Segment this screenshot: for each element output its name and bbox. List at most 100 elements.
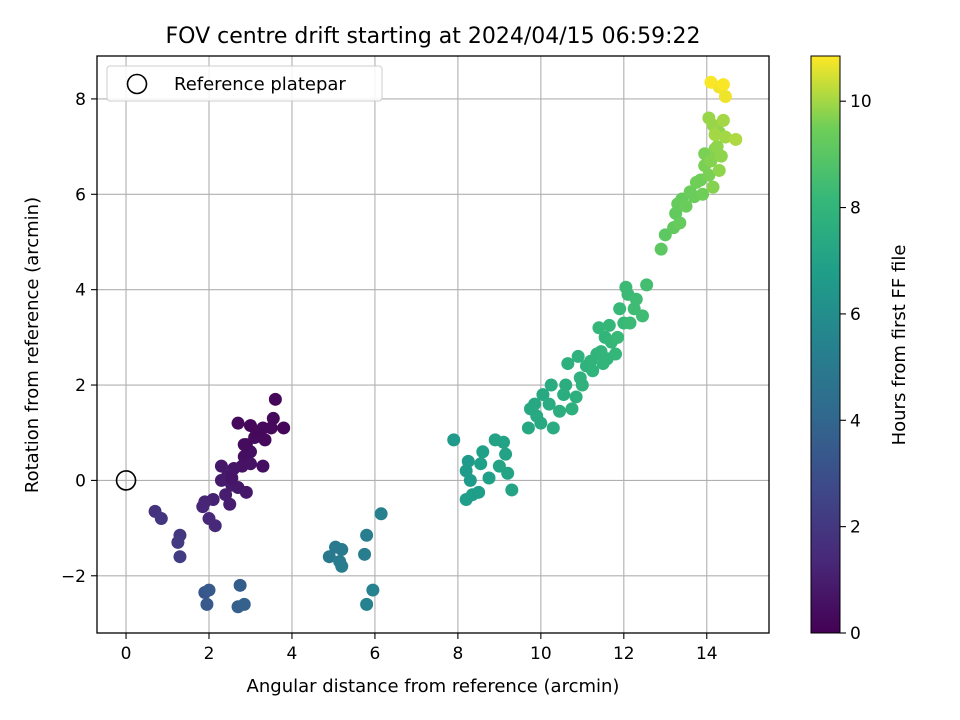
- data-point-49: [358, 547, 372, 561]
- data-point-53: [447, 433, 461, 447]
- data-point-2: [268, 392, 282, 406]
- data-point-13: [256, 459, 270, 473]
- data-point-135: [718, 130, 732, 144]
- data-point-98: [613, 302, 627, 316]
- data-point-56: [463, 473, 477, 487]
- data-point-20: [239, 485, 253, 499]
- data-point-51: [366, 583, 380, 597]
- colorbar-tick-label-2: 4: [850, 411, 861, 431]
- data-point-64: [497, 435, 511, 449]
- data-point-102: [623, 316, 637, 330]
- y-axis-label: Rotation from reference (arcmin): [22, 197, 43, 493]
- data-point-139: [704, 75, 718, 89]
- x-tick-label-0: 0: [121, 644, 132, 664]
- data-point-47: [335, 559, 349, 573]
- data-point-75: [544, 378, 558, 392]
- colorbar-tick-label-1: 2: [850, 518, 861, 538]
- data-point-136: [729, 132, 743, 146]
- data-point-83: [569, 390, 583, 404]
- data-point-124: [702, 168, 716, 182]
- data-point-60: [474, 457, 488, 471]
- data-point-61: [476, 445, 490, 459]
- colorbar-tick-label-5: 10: [850, 92, 872, 112]
- data-point-48: [360, 528, 374, 542]
- x-tick-label-4: 8: [452, 644, 463, 664]
- y-tick-label-5: 8: [75, 90, 86, 110]
- data-point-65: [499, 447, 513, 461]
- x-tick-label-3: 6: [370, 644, 381, 664]
- data-point-126: [706, 180, 720, 194]
- data-point-121: [696, 187, 710, 201]
- legend-box: [106, 65, 383, 102]
- data-point-43: [322, 550, 336, 564]
- data-point-30: [258, 433, 272, 447]
- grid-lines: [97, 56, 769, 633]
- data-point-31: [225, 471, 239, 485]
- legend-marker-open-circle: [126, 73, 148, 95]
- y-axis-ticks: −2 0 2 4 6 8: [61, 90, 97, 587]
- colorbar-ticks: 0 2 4 6 8 10: [840, 92, 872, 644]
- y-tick-label-2: 2: [75, 376, 86, 396]
- data-point-52: [360, 597, 374, 611]
- colorbar-label: Hours from first FF file: [889, 245, 910, 446]
- data-point-114: [673, 216, 687, 230]
- data-point-125: [704, 154, 718, 168]
- y-tick-label-3: 4: [75, 281, 86, 301]
- data-point-78: [553, 404, 567, 418]
- data-point-25: [196, 500, 210, 514]
- data-point-130: [714, 149, 728, 163]
- y-tick-label-1: 0: [75, 471, 86, 491]
- data-point-140: [716, 78, 730, 92]
- x-tick-label-6: 12: [613, 644, 635, 664]
- data-point-84: [571, 349, 585, 363]
- data-point-109: [654, 242, 668, 256]
- plot-frame: [96, 55, 770, 634]
- data-point-88: [586, 364, 600, 378]
- y-tick-label-4: 6: [75, 185, 86, 205]
- data-point-35: [171, 535, 185, 549]
- data-point-68: [505, 483, 519, 497]
- data-point-50: [374, 507, 388, 521]
- colorbar-tick-label-4: 8: [850, 199, 861, 219]
- data-point-36: [173, 550, 187, 564]
- x-axis-label: Angular distance from reference (arcmin): [247, 676, 620, 697]
- data-point-93: [592, 321, 606, 335]
- data-point-106: [627, 302, 641, 316]
- data-point-38: [200, 597, 214, 611]
- y-tick-label-0: −2: [61, 567, 86, 587]
- colorbar-gradient: [810, 55, 841, 634]
- x-tick-label-5: 10: [530, 644, 552, 664]
- legend: Reference platepar: [106, 65, 383, 102]
- data-point-28: [237, 438, 251, 452]
- data-point-15: [214, 459, 228, 473]
- colorbar-tick-label-0: 0: [850, 624, 861, 644]
- data-point-45: [335, 543, 349, 557]
- data-point-71: [528, 397, 542, 411]
- data-point-108: [573, 371, 587, 385]
- data-point-17: [214, 473, 228, 487]
- legend-label: Reference platepar: [174, 74, 346, 95]
- data-point-105: [640, 278, 654, 292]
- data-point-0: [231, 416, 245, 430]
- chart-title: FOV centre drift starting at 2024/04/15 …: [166, 24, 701, 49]
- data-point-22: [223, 497, 237, 511]
- data-point-141: [718, 90, 732, 104]
- data-point-40: [233, 578, 247, 592]
- data-point-42: [237, 597, 251, 611]
- data-point-107: [600, 352, 614, 366]
- data-point-134: [716, 113, 730, 127]
- data-point-116: [679, 199, 693, 213]
- data-point-73: [534, 416, 548, 430]
- data-point-5: [266, 411, 280, 425]
- data-point-97: [611, 330, 625, 344]
- data-point-12: [243, 457, 257, 471]
- x-tick-label-1: 2: [204, 644, 215, 664]
- data-point-80: [559, 378, 573, 392]
- data-point-137: [708, 128, 722, 142]
- colorbar: 0 2 4 6 8 10 Hours from first FF file: [810, 55, 910, 644]
- x-tick-label-2: 4: [287, 644, 298, 664]
- data-point-39: [202, 583, 216, 597]
- data-point-62: [482, 471, 496, 485]
- data-point-82: [565, 402, 579, 416]
